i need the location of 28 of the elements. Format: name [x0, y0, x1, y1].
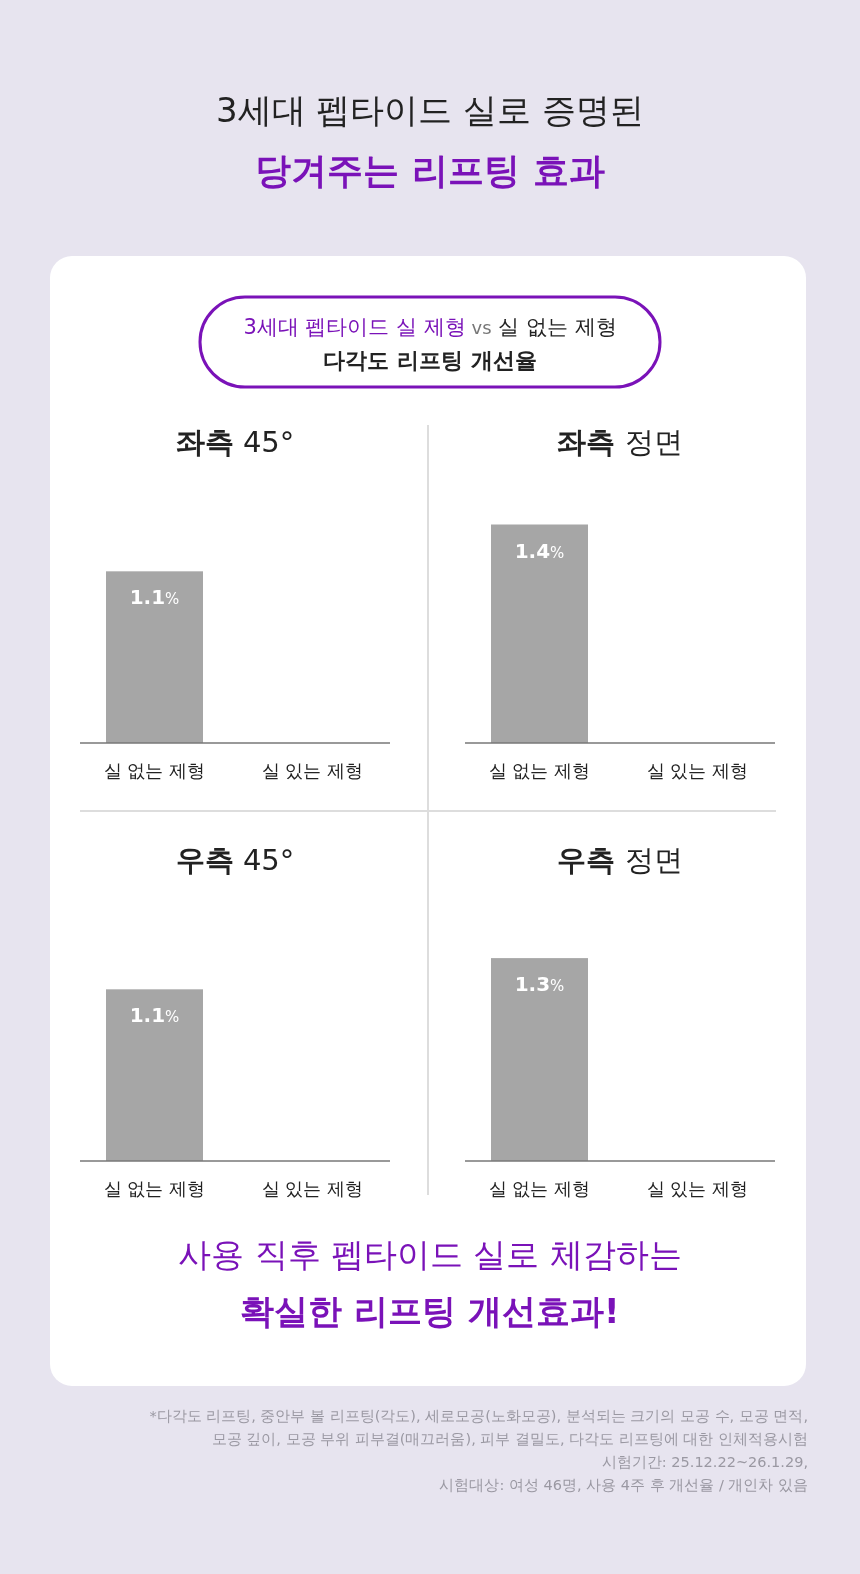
x-tick-label: 실 있는 제형	[646, 760, 749, 781]
text: 모공 깊이, 모공 부위 피부결(매끄러움), 피부 결밀도, 다각도 리프팅에 대한 인체적용시험	[211, 1431, 808, 1447]
text: 3세대 펩타이드 실로 증명된	[215, 90, 645, 130]
chart-title: 좌측 정면	[557, 425, 683, 459]
x-tick-label: 실 있는 제형	[261, 1178, 364, 1199]
x-tick-label: 실 있는 제형	[261, 760, 364, 781]
text: 실 없는 제형	[491, 315, 617, 339]
x-tick-label: 실 없는 제형	[488, 760, 591, 781]
text: 시험기간: 25.12.22~26.1.29,	[601, 1454, 808, 1470]
data-label: 1.4%	[514, 538, 565, 563]
data-label: 1.1%	[129, 1003, 180, 1028]
chart-title: 좌측 45°	[175, 425, 295, 459]
text: 확실한 리프팅 개선효과!	[240, 1291, 620, 1331]
x-tick-label: 실 없는 제형	[103, 1178, 206, 1199]
text: vs	[465, 317, 492, 338]
text: 사용 직후 펩타이드 실로 체감하는	[178, 1235, 682, 1274]
text: 시험대상: 여성 46명, 사용 4주 후 개선율 / 개인차 있음	[439, 1477, 808, 1493]
data-label: 1.3%	[514, 972, 565, 997]
chart-title: 우측 정면	[557, 843, 683, 877]
text: 다각도 리프팅 개선율	[323, 348, 537, 373]
text: 3세대 펩타이드 실 제형	[243, 315, 466, 339]
x-tick-label: 실 없는 제형	[103, 760, 206, 781]
text: *다각도 리프팅, 중안부 볼 리프팅(각도), 세로모공(노화모공), 분석되는 크기의 모공 수, 모공 면적,	[149, 1408, 808, 1424]
x-tick-label: 실 없는 제형	[488, 1178, 591, 1199]
data-label: 1.1%	[129, 585, 180, 610]
text: 당겨주는 리프팅 효과	[255, 150, 605, 191]
x-tick-label: 실 있는 제형	[646, 1178, 749, 1199]
chart-title: 우측 45°	[175, 843, 295, 877]
